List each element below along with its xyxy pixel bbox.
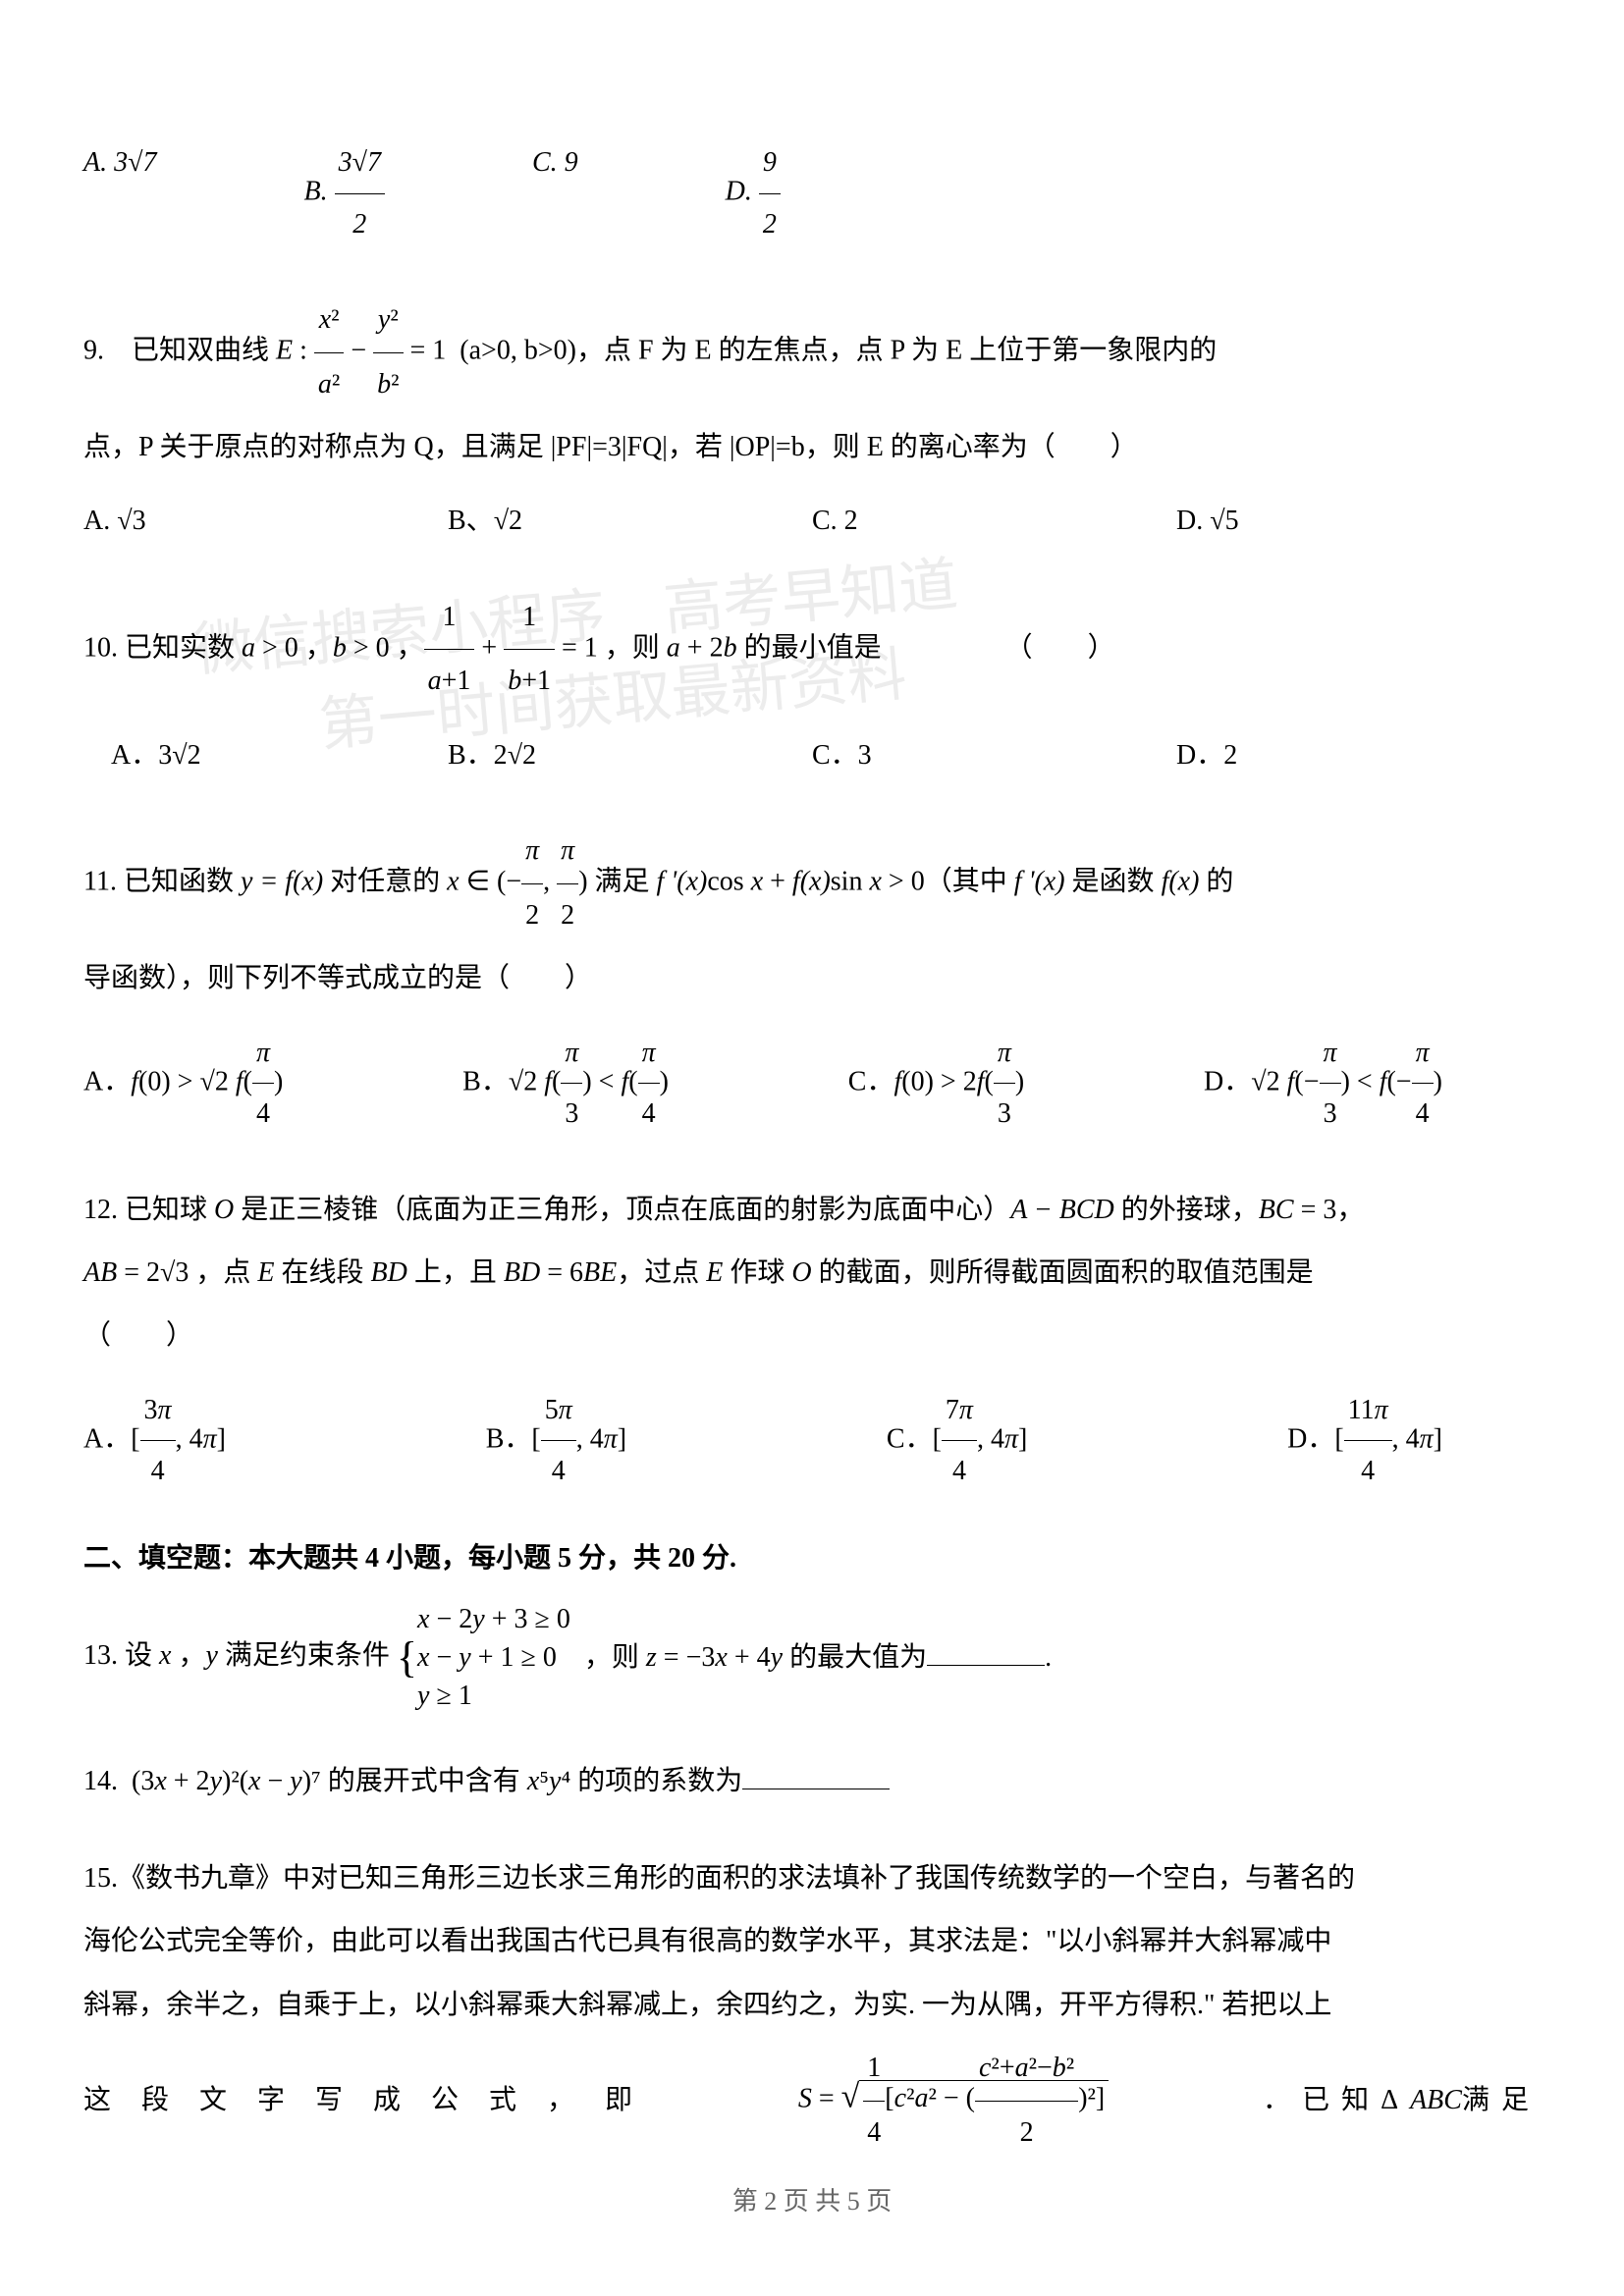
q11-options: A．f(0) > √2 f(π4) B．√2 f(π3) < f(π4) C．f… — [83, 1023, 1541, 1145]
q9-opt-a: A. √3 — [83, 491, 448, 552]
q10-opt-c: C．3 — [812, 725, 1176, 786]
q11-opt-d: D．√2 f(−π3) < f(−π4) — [1204, 1023, 1442, 1145]
q11-line2: 导函数），则下列不等式成立的是（ ） — [83, 947, 1541, 1010]
q14-text: 14. (3x + 2y)²(x − y)⁷ 的展开式中含有 x⁵y⁴ 的项的系… — [83, 1750, 1541, 1813]
q12-opt-d: D．[11π4, 4π] — [1287, 1380, 1442, 1502]
q15-line3: 斜幂，余半之，自乘于上，以小斜幂乘大斜幂减上，余四约之，为实. 一为从隅，开平方… — [83, 1974, 1541, 2037]
q8-opt-c: C. 9 — [532, 133, 578, 254]
q15-line4: 这 段 文 字 写 成 公 式 ， 即 S = √14[c²a² − (c²+a… — [83, 2037, 1541, 2164]
q8-options: A. 3√7 B. 3√72 C. 9 D. 92 — [83, 133, 1541, 254]
q13-text: 13. 设 x ，y 满足约束条件 {x − 2y + 3 ≥ 0x − y +… — [83, 1600, 1541, 1716]
q15-formula: S = √14[c²a² − (c²+a²−b²2)²] — [798, 2037, 1109, 2164]
q11-line1: 11. 已知函数 y = f(x) 对任意的 x ∈ (−π2, π2) 满足 … — [83, 820, 1541, 947]
q10-opt-b: B．2√2 — [448, 725, 812, 786]
q12-opt-b: B．[5π4, 4π] — [486, 1380, 626, 1502]
q12-line1: 12. 已知球 O 是正三棱锥（底面为正三角形，顶点在底面的射影为底面中心）A … — [83, 1179, 1541, 1242]
section2-title: 二、填空题：本大题共 4 小题，每小题 5 分，共 20 分. — [83, 1536, 1541, 1575]
q15-line2: 海伦公式完全等价，由此可以看出我国古代已具有很高的数学水平，其求法是："以小斜幂… — [83, 1910, 1541, 1973]
q14: 14. (3x + 2y)²(x − y)⁷ 的展开式中含有 x⁵y⁴ 的项的系… — [83, 1750, 1541, 1813]
q9-line2: 点，P 关于原点的对称点为 Q，且满足 |PF|=3|FQ|，若 |OP|=b，… — [83, 416, 1541, 479]
q8-opt-d: D. 92 — [726, 133, 781, 254]
q10-opt-d: D．2 — [1176, 725, 1541, 786]
q12-line2: AB = 2√3 ，点 E 在线段 BD 上，且 BD = 6BE，过点 E 作… — [83, 1242, 1541, 1305]
q12-line3: （ ） — [83, 1305, 1541, 1367]
q9-opt-b: B、√2 — [448, 491, 812, 552]
q9-options: A. √3 B、√2 C. 2 D. √5 — [83, 491, 1541, 552]
q11-opt-b: B．√2 f(π3) < f(π4) — [462, 1023, 669, 1145]
q11-opt-a: A．f(0) > √2 f(π4) — [83, 1023, 283, 1145]
q15-text4c: ．已知ΔABC满足 — [1263, 2069, 1541, 2132]
q9-opt-c: C. 2 — [812, 491, 1176, 552]
q11-opt-c: C．f(0) > 2f(π3) — [848, 1023, 1024, 1145]
q12-opt-a: A．[3π4, 4π] — [83, 1380, 226, 1502]
q10-options: A．3√2 B．2√2 C．3 D．2 — [83, 725, 1541, 786]
q15-line1: 15.《数书九章》中对已知三角形三边长求三角形的面积的求法填补了我国传统数学的一… — [83, 1847, 1541, 1910]
q15: 15.《数书九章》中对已知三角形三边长求三角形的面积的求法填补了我国传统数学的一… — [83, 1847, 1541, 2164]
q8-opt-a: A. 3√7 — [83, 133, 156, 254]
q8-opt-b: B. 3√72 — [303, 133, 384, 254]
q10: 10. 已知实数 a > 0 ，b > 0 ，1a+1 + 1b+1 = 1 ，… — [83, 586, 1541, 785]
q9-line1: 9. 已知双曲线 E : x²a² − y²b² = 1 (a>0, b>0)，… — [83, 289, 1541, 416]
q10-opt-a: A．3√2 — [83, 725, 448, 786]
q9: 9. 已知双曲线 E : x²a² − y²b² = 1 (a>0, b>0)，… — [83, 289, 1541, 552]
q11: 11. 已知函数 y = f(x) 对任意的 x ∈ (−π2, π2) 满足 … — [83, 820, 1541, 1144]
q12-options: A．[3π4, 4π] B．[5π4, 4π] C．[7π4, 4π] D．[1… — [83, 1380, 1541, 1502]
q9-opt-d: D. √5 — [1176, 491, 1541, 552]
q15-text4a: 这 段 文 字 写 成 公 式 ， 即 — [83, 2069, 644, 2132]
page-footer: 第 2 页 共 5 页 — [0, 2181, 1624, 2217]
q12-opt-c: C．[7π4, 4π] — [887, 1380, 1027, 1502]
q10-text: 10. 已知实数 a > 0 ，b > 0 ，1a+1 + 1b+1 = 1 ，… — [83, 586, 1541, 714]
q12: 12. 已知球 O 是正三棱锥（底面为正三角形，顶点在底面的射影为底面中心）A … — [83, 1179, 1541, 1502]
q13: 13. 设 x ，y 满足约束条件 {x − 2y + 3 ≥ 0x − y +… — [83, 1600, 1541, 1716]
